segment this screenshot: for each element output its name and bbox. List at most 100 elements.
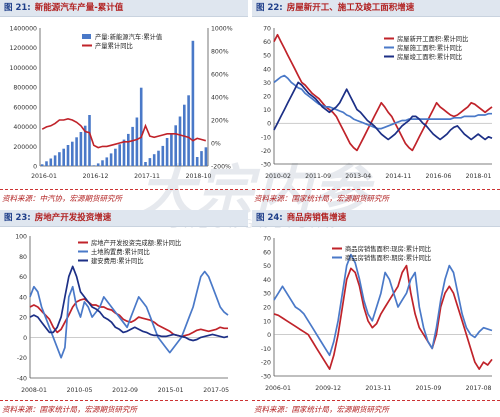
series-line — [29, 270, 229, 359]
y-tick-label: 60 — [19, 274, 27, 281]
legend-label: 产量:新能源汽车:累计值 — [95, 32, 163, 41]
bar — [152, 154, 156, 166]
bar — [148, 158, 152, 166]
bar — [49, 158, 53, 166]
x-tick-label: 2016-06 — [426, 173, 452, 180]
x-tick-label: 2014-11 — [385, 173, 411, 180]
bar — [96, 163, 100, 166]
x-tick-label: 2015-01 — [158, 387, 184, 394]
y-tick-label: 1000000 — [9, 65, 37, 72]
bar — [144, 162, 147, 166]
panel-header: 图 23: 房地产开发投资增速 — [0, 210, 248, 227]
figure-title: 房地产开发投资增速 — [34, 213, 112, 223]
source-note: 资料来源：国家统计局，宏源期货研究所 — [2, 405, 137, 414]
bar — [174, 125, 177, 166]
chart-sales: -30 -20 -10 0 10 20 30 40 50 60 70 2006-01 2009-12 20… — [261, 236, 493, 392]
bar — [127, 133, 130, 166]
bar — [114, 148, 117, 166]
y-tick-label: 1000% — [211, 26, 233, 33]
series-line — [273, 253, 493, 357]
y-tick-label: 10 — [263, 107, 271, 114]
divider — [252, 400, 500, 401]
panel-header: 图 24: 商品房销售增速 — [252, 210, 500, 227]
legend-label: 房屋竣工面积:累计同比 — [397, 52, 462, 61]
chart-panel-sales: 图 24: 商品房销售增速 -30 -20 -10 0 10 20 30 40 50 60 70 200… — [252, 210, 500, 417]
chart-investment: -40 -20 0 20 40 60 80 100 2008-01 2010-05 2012-09 2… — [15, 234, 229, 395]
y-tick-label: 50 — [263, 53, 271, 60]
y-tick-label: 70 — [263, 26, 271, 33]
x-tick-label: 2018-01 — [466, 173, 492, 180]
x-tick-label: 2010-05 — [67, 387, 93, 394]
series-line — [273, 264, 493, 370]
bar — [195, 157, 199, 166]
bar — [187, 95, 190, 166]
bar — [170, 133, 173, 166]
bar — [157, 150, 160, 166]
y-tick-label: 600% — [211, 72, 229, 79]
x-tick-label: 2008-01 — [21, 387, 47, 394]
chart-new-energy-vehicles: 0 200000 400000 600000 800000 1000000 1200000 1… — [9, 26, 233, 181]
bar — [161, 145, 165, 166]
bar — [53, 155, 57, 166]
bar — [178, 116, 182, 166]
source-note: 资料来源：国家统计局，宏源期货研究所 — [254, 405, 389, 414]
y-tick-label: 0 — [267, 121, 271, 128]
y-tick-label: 40 — [19, 294, 27, 301]
y-tick-label: 1400000 — [9, 26, 37, 33]
y-tick-label: -10 — [261, 134, 271, 141]
legend-label: 土地购置费:累计同比 — [91, 247, 150, 256]
panel-header: 图 21: 新能源汽车产量-累计值 — [0, 0, 248, 17]
y-tick-label: -40 — [17, 376, 27, 383]
chart-panel-floor-area: 图 22: 房屋新开工、施工及竣工面积增速 -30 -20 -10 0 10 20 30 40 5… — [252, 0, 500, 205]
x-tick-label: 2011-09 — [305, 173, 331, 180]
bar — [139, 87, 143, 166]
chart-floor-area: -30 -20 -10 0 10 20 30 40 50 60 70 2010-02 2011-09 20… — [261, 26, 493, 180]
bar — [165, 138, 169, 166]
y-tick-label: 20 — [263, 305, 271, 312]
figure-number: 图 22: — [256, 3, 283, 13]
y-tick-label: -20 — [261, 148, 271, 155]
y-tick-label: -30 — [261, 162, 271, 169]
y-tick-label: -30 — [261, 374, 271, 381]
bar — [105, 157, 109, 166]
series-line — [273, 81, 493, 141]
x-tick-label: 2017-11 — [134, 173, 160, 180]
y-tick-label: -20 — [261, 360, 271, 367]
figure-title: 新能源汽车产量-累计值 — [34, 3, 124, 13]
y-tick-label: 40 — [263, 66, 271, 73]
y-tick-label: 10 — [263, 318, 271, 325]
figure-number: 图 21: — [4, 3, 31, 13]
y-tick-label: 40 — [263, 277, 271, 284]
x-tick-label: 2017-08 — [466, 385, 492, 392]
source-note: 资料来源：国家统计局，宏源期货研究所 — [254, 194, 389, 203]
y-tick-label: 0 — [267, 332, 271, 339]
legend-label: 房地产开发投资完成额:累计同比 — [91, 238, 181, 247]
bar — [40, 164, 44, 166]
divider — [0, 400, 248, 401]
y-tick-label: 0% — [211, 141, 221, 148]
figure-number: 图 23: — [4, 213, 31, 223]
divider — [0, 189, 248, 190]
series-line-yoy — [41, 117, 207, 149]
y-tick-label: 30 — [263, 291, 271, 298]
y-tick-label: 600000 — [13, 104, 37, 111]
bar — [83, 125, 87, 166]
bar — [92, 165, 96, 166]
x-tick-label: 2009-12 — [315, 385, 341, 392]
divider — [252, 189, 500, 190]
bar — [109, 153, 113, 166]
y-tick-label: 800% — [211, 49, 229, 56]
legend-swatch — [82, 34, 91, 39]
y-tick-label: 20 — [263, 94, 271, 101]
figure-title: 房屋新开工、施工及竣工面积增速 — [286, 3, 415, 13]
bar — [71, 141, 74, 166]
figure-number: 图 24: — [256, 213, 283, 223]
x-tick-label: 2018-10 — [186, 173, 212, 180]
series-line — [273, 74, 492, 130]
x-tick-label: 2016-01 — [31, 173, 57, 180]
y-tick-label: 1200000 — [9, 45, 37, 52]
bar — [131, 126, 134, 166]
y-tick-label: 200000 — [13, 144, 37, 151]
x-tick-label: 2012-09 — [112, 387, 138, 394]
y-tick-label: 20 — [19, 315, 27, 322]
